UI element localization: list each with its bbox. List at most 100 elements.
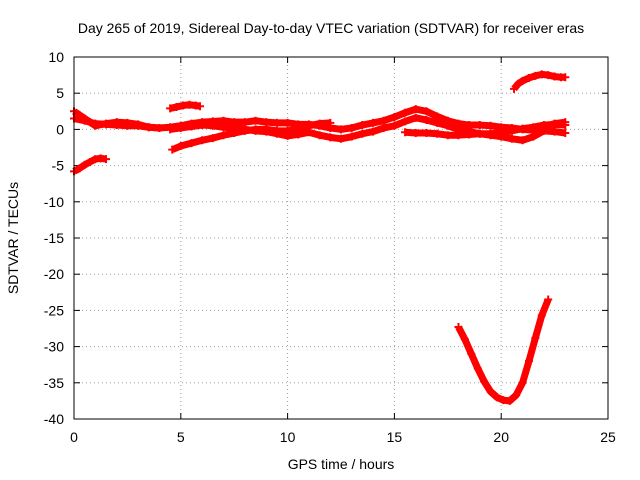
data-point: [102, 155, 111, 164]
data-point: [251, 125, 260, 134]
data-point: [507, 126, 516, 135]
y-tick-label: -15: [44, 230, 64, 246]
data-point: [283, 118, 292, 127]
y-axis: -40 -35 -30 -25 -20 -15 -10 -5 0 5 10: [44, 49, 608, 427]
data-point: [529, 132, 538, 141]
data-point: [198, 121, 207, 130]
data-point: [155, 123, 164, 132]
data-point: [512, 391, 521, 400]
series-arc-9: [454, 295, 553, 405]
data-point: [337, 134, 345, 143]
data-point: [198, 136, 207, 145]
data-point: [187, 139, 196, 148]
y-tick-label: -35: [44, 375, 64, 391]
data-point: [422, 107, 431, 116]
x-tick-label: 10: [280, 429, 296, 445]
data-point: [337, 125, 345, 134]
data-point: [262, 125, 271, 134]
data-point: [561, 73, 570, 82]
series-arc-6: [70, 154, 111, 176]
data-point: [443, 131, 452, 140]
data-point: [433, 129, 442, 138]
data-point: [497, 132, 506, 141]
x-axis: 0 5 10 15 20 25: [70, 57, 616, 445]
data-point: [315, 119, 324, 128]
data-point: [422, 129, 431, 138]
data-point: [347, 123, 356, 132]
data-point: [411, 129, 420, 138]
y-tick-label: -25: [44, 302, 64, 318]
data-point: [492, 393, 501, 402]
data-point: [230, 129, 239, 138]
data-point: [518, 136, 527, 145]
data-point: [531, 71, 540, 80]
series-arc-4: [168, 118, 335, 154]
data-point: [75, 164, 84, 173]
data-point: [507, 134, 516, 143]
data-point: [219, 131, 228, 140]
data-point: [531, 333, 540, 342]
data-point: [518, 124, 527, 133]
data-point: [454, 323, 463, 332]
x-tick-label: 25: [600, 429, 616, 445]
data-point: [401, 128, 410, 137]
data-point: [358, 129, 367, 138]
data-point: [91, 119, 100, 128]
data-point: [172, 102, 181, 111]
data-point: [475, 129, 484, 138]
data-point: [390, 121, 399, 130]
series-line: [404, 127, 566, 144]
data-point: [294, 125, 303, 134]
series-arc-5: [401, 126, 570, 145]
data-point: [166, 125, 175, 134]
x-tick-label: 15: [387, 429, 403, 445]
data-point: [505, 396, 514, 405]
data-point: [347, 132, 356, 141]
y-tick-label: 10: [48, 49, 64, 65]
series-arc-7: [166, 100, 205, 113]
data-point: [401, 117, 410, 126]
data-point: [401, 108, 410, 117]
data-point: [187, 122, 196, 131]
data-point: [550, 120, 559, 129]
data-point: [544, 71, 553, 80]
data-point: [524, 357, 533, 366]
data-point: [524, 73, 533, 82]
series-line: [170, 119, 331, 153]
data-point: [544, 295, 553, 304]
data-point: [486, 121, 495, 130]
data-point: [168, 145, 177, 154]
data-point: [219, 123, 228, 132]
y-tick-label: 5: [56, 85, 64, 101]
data-point: [86, 157, 95, 166]
data-point: [443, 121, 452, 130]
data-point: [304, 121, 313, 130]
data-point: [379, 123, 388, 132]
data-point: [411, 113, 420, 122]
data-point: [467, 349, 476, 358]
data-point: [390, 113, 399, 122]
data-point: [561, 121, 570, 130]
data-point: [369, 127, 378, 136]
data-point: [102, 120, 111, 129]
chart-title: Day 265 of 2019, Sidereal Day-to-day VTE…: [78, 20, 584, 36]
data-point: [123, 121, 132, 130]
data-point: [315, 131, 324, 140]
data-point: [561, 129, 570, 138]
data-point: [514, 79, 523, 88]
data-point: [80, 116, 89, 125]
plot-border: [73, 56, 609, 420]
data-point: [539, 126, 548, 135]
data-point: [422, 115, 431, 124]
y-tick-label: 0: [56, 121, 64, 137]
y-axis-label: SDTVAR / TECUs: [5, 182, 21, 294]
data-point: [411, 105, 420, 114]
data-point: [537, 311, 546, 320]
data-point: [486, 131, 495, 140]
data-point: [196, 102, 205, 111]
data-point: [283, 126, 292, 135]
data-point: [518, 378, 527, 387]
data-point: [454, 131, 463, 140]
data-point: [251, 116, 260, 125]
